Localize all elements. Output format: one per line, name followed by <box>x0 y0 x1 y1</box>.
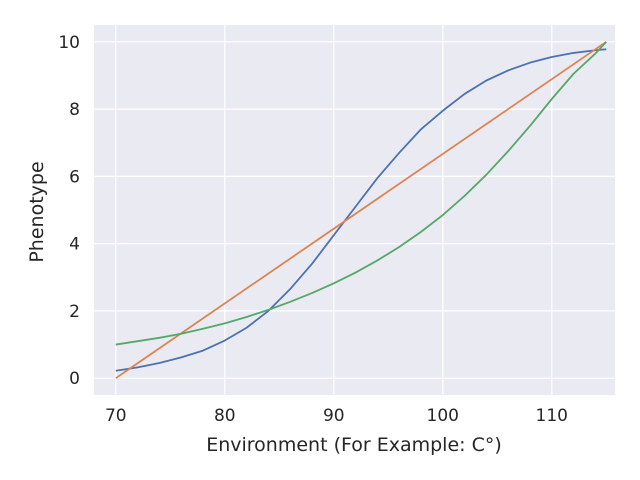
y-tick-label: 4 <box>69 235 80 255</box>
x-tick-label: 90 <box>323 406 345 426</box>
x-tick-label: 110 <box>536 406 568 426</box>
x-tick-label: 80 <box>214 406 236 426</box>
grid-lines <box>94 25 615 395</box>
y-tick-label: 6 <box>69 167 80 187</box>
series-lines <box>115 41 607 379</box>
y-tick-labels: 0 2 4 6 8 10 <box>58 33 80 389</box>
y-tick-label: 2 <box>69 302 80 322</box>
x-axis-label: Environment (For Example: C°) <box>206 434 502 456</box>
x-tick-labels: 70 80 90 100 110 <box>105 406 568 426</box>
y-tick-label: 0 <box>69 369 80 389</box>
series-line-3 <box>115 41 607 346</box>
series-line-2 <box>115 41 607 379</box>
y-tick-label: 10 <box>58 33 80 53</box>
x-tick-label: 70 <box>105 406 127 426</box>
x-tick-label: 100 <box>427 406 459 426</box>
series-line-1 <box>115 48 607 372</box>
y-axis-label: Phenotype <box>26 161 48 262</box>
y-tick-label: 8 <box>69 100 80 120</box>
